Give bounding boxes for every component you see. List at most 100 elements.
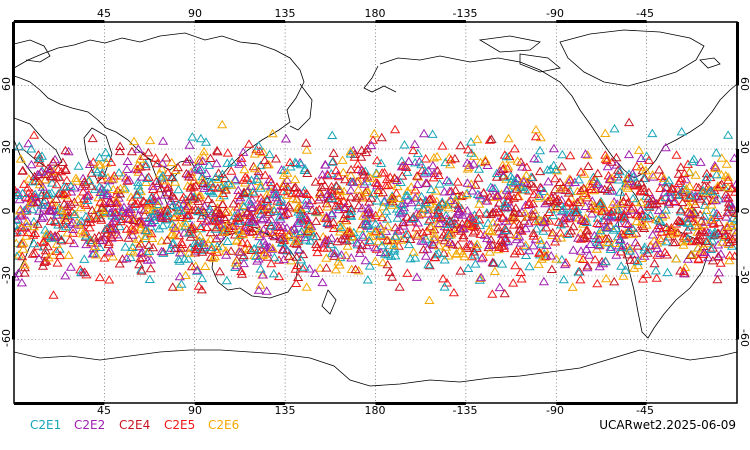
observation-triangle	[23, 138, 34, 148]
observation-triangle	[100, 147, 111, 157]
observation-triangle	[431, 210, 442, 219]
observation-triangle	[322, 170, 333, 180]
observation-triangle	[34, 179, 45, 189]
observation-triangle	[151, 176, 162, 185]
observation-triangle	[538, 217, 549, 227]
observation-triangle	[338, 167, 349, 177]
observation-triangle	[699, 247, 710, 257]
observation-triangle	[41, 231, 52, 241]
observation-triangle	[645, 210, 656, 219]
observation-triangle	[538, 276, 549, 286]
observation-triangle	[174, 230, 185, 240]
observation-triangle	[291, 252, 302, 261]
observation-triangle	[258, 236, 269, 245]
observation-triangle	[339, 202, 351, 211]
observation-triangle	[408, 145, 419, 155]
observation-triangle	[688, 154, 699, 163]
observation-triangle	[580, 149, 591, 158]
observation-triangle	[87, 205, 98, 214]
observation-triangle	[632, 256, 643, 266]
observation-triangle	[348, 177, 359, 186]
observation-triangle	[195, 221, 206, 230]
observation-triangle	[25, 198, 36, 208]
observation-triangle	[253, 141, 264, 150]
observation-triangle	[424, 194, 435, 204]
observation-triangle	[220, 185, 232, 194]
observation-triangle	[616, 242, 627, 252]
observation-triangle	[165, 230, 177, 239]
observation-triangle	[670, 253, 682, 263]
observation-triangle	[463, 263, 474, 272]
observation-triangle	[474, 199, 485, 208]
observation-triangle	[14, 206, 25, 215]
observation-triangle	[520, 208, 531, 217]
observation-triangle	[508, 207, 520, 216]
top-lon-label: 45	[97, 7, 111, 20]
observation-triangle	[271, 189, 282, 199]
observation-triangle	[135, 224, 146, 234]
observation-triangle	[529, 153, 540, 163]
observation-triangle	[372, 178, 383, 187]
observation-triangle	[266, 258, 277, 268]
observation-triangle	[258, 224, 269, 234]
observation-triangle	[185, 183, 196, 192]
observation-triangle	[641, 151, 652, 160]
observation-triangle	[156, 246, 167, 256]
observation-triangle	[352, 159, 363, 168]
observation-triangle	[108, 184, 119, 193]
observation-triangle	[586, 184, 597, 193]
observation-triangle	[62, 206, 73, 215]
observation-triangle	[28, 230, 39, 239]
observation-triangle	[84, 175, 95, 185]
observation-triangle	[195, 231, 206, 240]
observation-triangle	[301, 282, 312, 291]
observation-triangle	[14, 194, 25, 204]
observation-triangle	[383, 249, 394, 259]
observation-triangle	[427, 160, 438, 170]
observation-triangle	[672, 227, 684, 237]
observation-triangle	[259, 204, 270, 214]
observation-triangle	[552, 201, 563, 210]
observation-triangle	[433, 240, 444, 250]
observation-triangle	[592, 168, 603, 178]
observation-triangle	[144, 274, 155, 283]
observation-triangle	[253, 166, 264, 176]
observation-triangle	[69, 209, 80, 219]
observation-triangle	[107, 251, 118, 261]
observation-triangle	[624, 243, 635, 253]
observation-triangle	[434, 218, 445, 227]
observation-triangle	[143, 172, 154, 181]
observation-triangle	[186, 261, 198, 271]
observation-triangle	[377, 168, 388, 177]
observation-triangle	[713, 240, 724, 249]
bottom-lon-label: 135	[275, 404, 296, 417]
observation-triangle	[713, 217, 724, 227]
observation-triangle	[706, 200, 717, 209]
observation-triangle	[329, 251, 340, 260]
observation-triangle	[326, 208, 337, 218]
observation-triangle	[190, 180, 201, 190]
observation-triangle	[75, 202, 86, 212]
observation-triangle	[371, 168, 382, 177]
observation-triangle	[359, 179, 370, 188]
observation-triangle	[61, 175, 72, 185]
observation-triangle	[401, 229, 412, 239]
observation-triangle	[167, 282, 178, 291]
observation-triangle	[506, 176, 517, 186]
observation-triangle	[470, 180, 481, 189]
observation-triangle	[486, 234, 497, 244]
observation-triangle	[520, 223, 531, 233]
observation-triangle	[261, 286, 272, 295]
observation-triangle	[21, 203, 32, 213]
observation-triangle	[217, 199, 228, 208]
observation-triangle	[682, 159, 693, 168]
observation-triangle	[302, 168, 313, 177]
observation-triangle	[376, 158, 387, 167]
observation-triangle	[17, 188, 28, 197]
observation-triangle	[712, 181, 723, 190]
observation-triangle	[449, 224, 460, 234]
observation-triangle	[192, 265, 203, 274]
observation-triangle	[658, 173, 669, 182]
observation-triangle	[705, 186, 716, 196]
observation-triangle	[375, 247, 386, 256]
